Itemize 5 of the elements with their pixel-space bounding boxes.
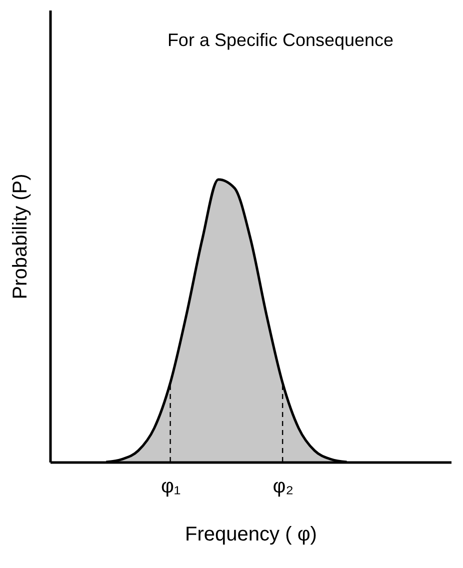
y-axis-title: Probability (P): [10, 174, 32, 300]
chart-title: For a Specific Consequence: [167, 30, 394, 50]
x-tick-label: φ₂: [272, 476, 294, 498]
x-axis-title: Frequency ( φ): [185, 524, 317, 546]
x-tick-label: φ₁: [160, 476, 181, 498]
